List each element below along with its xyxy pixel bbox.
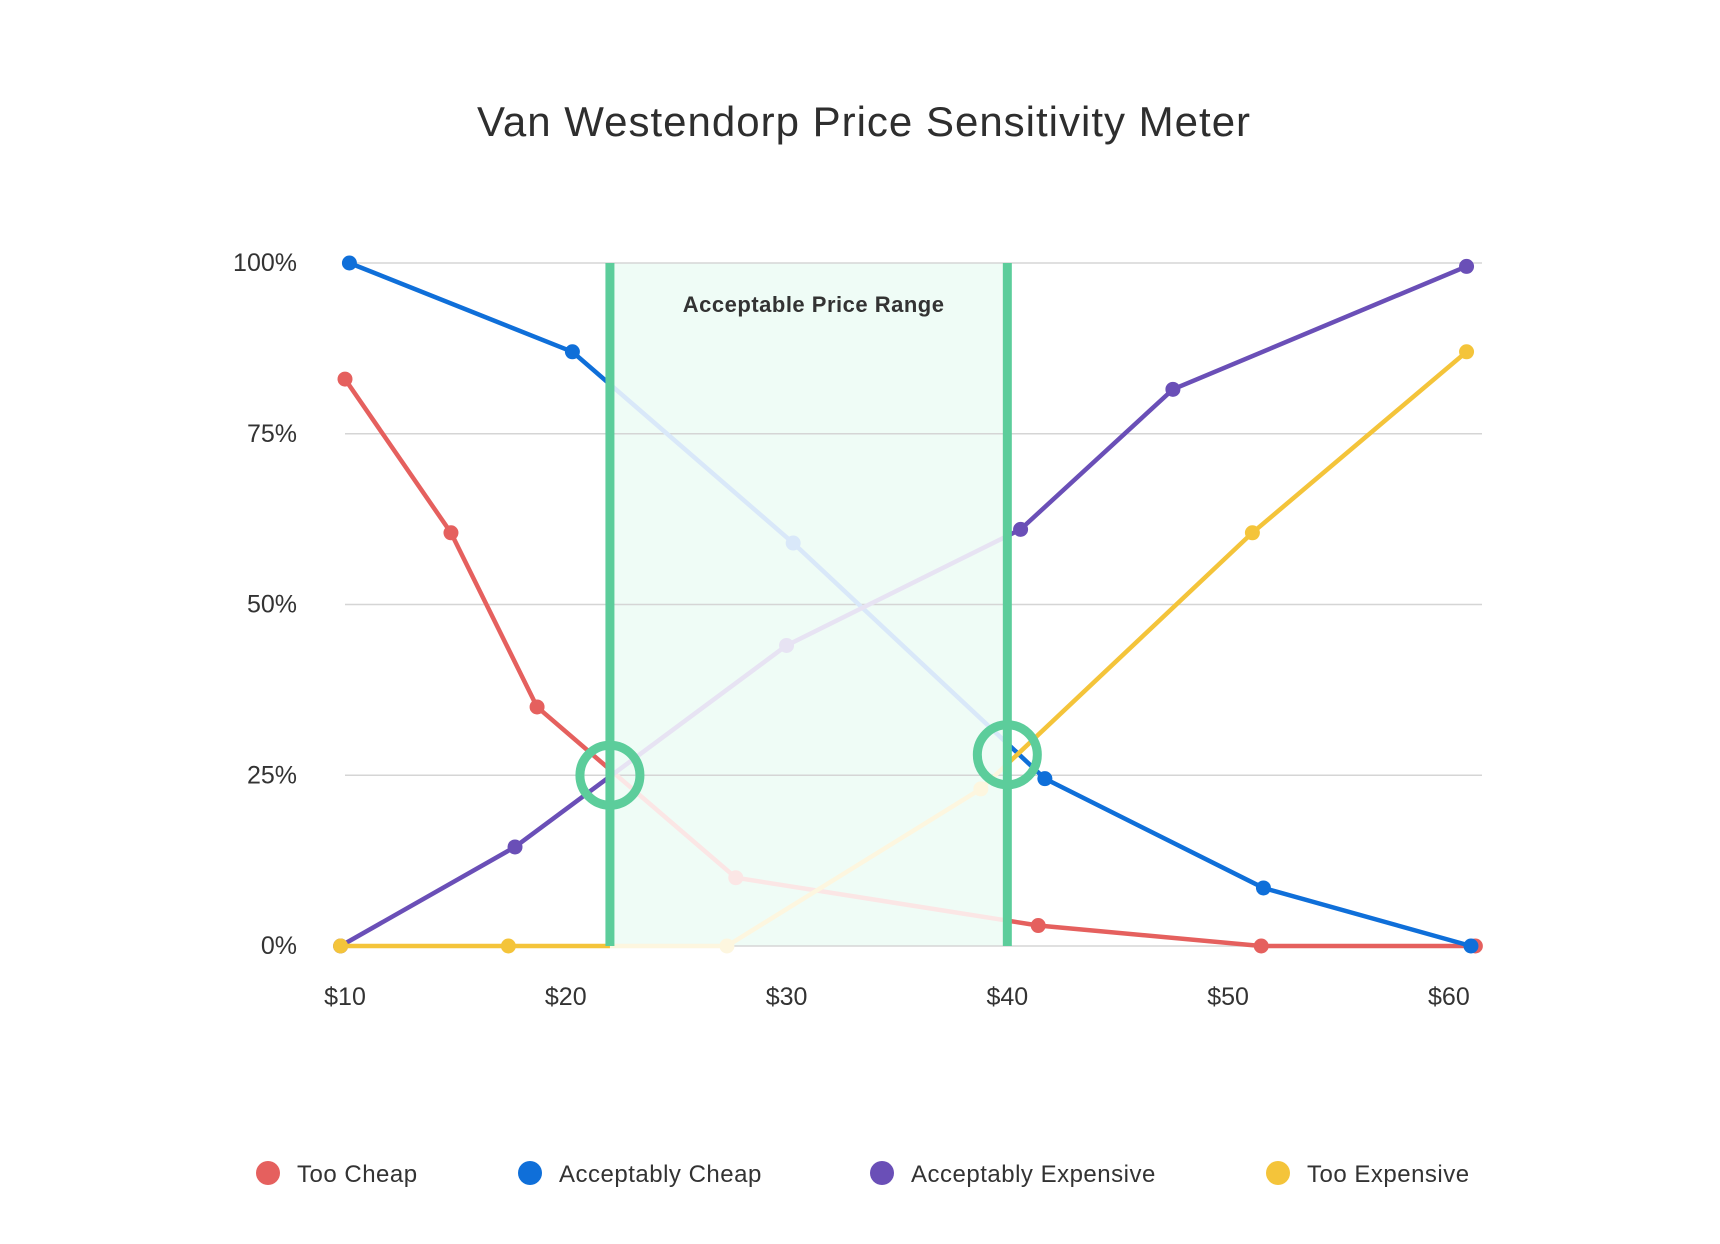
legend-swatch [1266, 1161, 1290, 1185]
data-point-too-cheap [337, 371, 353, 387]
legend: Too Cheap Acceptably Cheap Acceptably Expe… [256, 1161, 1470, 1188]
data-point-acceptably-cheap [1037, 771, 1053, 787]
acceptable-range-label: Acceptable Price Range [683, 292, 945, 317]
intersection-ring [575, 740, 645, 810]
intersection-ring [972, 720, 1042, 790]
legend-label: Too Expensive [1307, 1161, 1470, 1188]
data-point-acceptably-expensive [1459, 258, 1475, 274]
faded-series-layer [609, 381, 1008, 954]
data-point-too-cheap-faded [728, 870, 744, 886]
legend-swatch [870, 1161, 894, 1185]
legend-swatch [518, 1161, 542, 1185]
x-tick-label: $50 [1207, 983, 1249, 1011]
data-point-acceptably-cheap [341, 255, 357, 271]
data-point-too-cheap [1030, 918, 1046, 934]
y-tick-label: 100% [233, 249, 297, 277]
legend-label: Too Cheap [297, 1161, 418, 1188]
data-point-too-expensive [500, 938, 516, 954]
data-point-too-cheap [443, 525, 459, 541]
data-point-too-expensive-faded [719, 938, 735, 954]
legend-label: Acceptably Cheap [559, 1161, 762, 1188]
y-tick-label: 75% [247, 420, 297, 448]
y-tick-label: 25% [247, 761, 297, 789]
data-point-acceptably-cheap [1463, 938, 1479, 954]
x-tick-label: $40 [986, 983, 1028, 1011]
series-line-acceptably-cheap-faded [609, 381, 1008, 747]
axis-layer: 0% 25% 50% 75% 100% $10 $20 $30 $40 $50 $60 [233, 249, 1470, 1011]
data-point-acceptably-expensive [1013, 521, 1029, 537]
series-line-acceptably-expensive-faded [609, 533, 1008, 780]
y-tick-label: 50% [247, 591, 297, 619]
data-point-acceptably-cheap [1255, 880, 1271, 896]
data-point-too-expensive-faded [973, 781, 989, 797]
legend-swatch [256, 1161, 280, 1185]
marker-layer: Acceptable Price Range [575, 263, 1042, 946]
x-tick-label: $30 [766, 983, 808, 1011]
data-point-too-expensive [1459, 344, 1475, 360]
x-tick-label: $20 [545, 983, 587, 1011]
x-tick-label: $10 [324, 983, 366, 1011]
legend-label: Acceptably Expensive [911, 1161, 1156, 1188]
data-point-too-cheap [1253, 938, 1269, 954]
series-line-too-expensive-faded [609, 760, 1008, 949]
data-point-acceptably-expensive [507, 839, 523, 855]
x-tick-label: $60 [1428, 983, 1470, 1011]
data-point-acceptably-cheap [564, 344, 580, 360]
data-point-too-cheap [529, 699, 545, 715]
data-point-acceptably-expensive-faded [779, 637, 795, 653]
y-tick-label: 0% [261, 932, 297, 960]
data-point-too-expensive [1244, 525, 1260, 541]
data-point-acceptably-expensive [1165, 381, 1181, 397]
data-point-acceptably-cheap-faded [785, 535, 801, 551]
chart-title: Van Westendorp Price Sensitivity Meter [477, 98, 1251, 145]
data-point-too-expensive [333, 938, 349, 954]
